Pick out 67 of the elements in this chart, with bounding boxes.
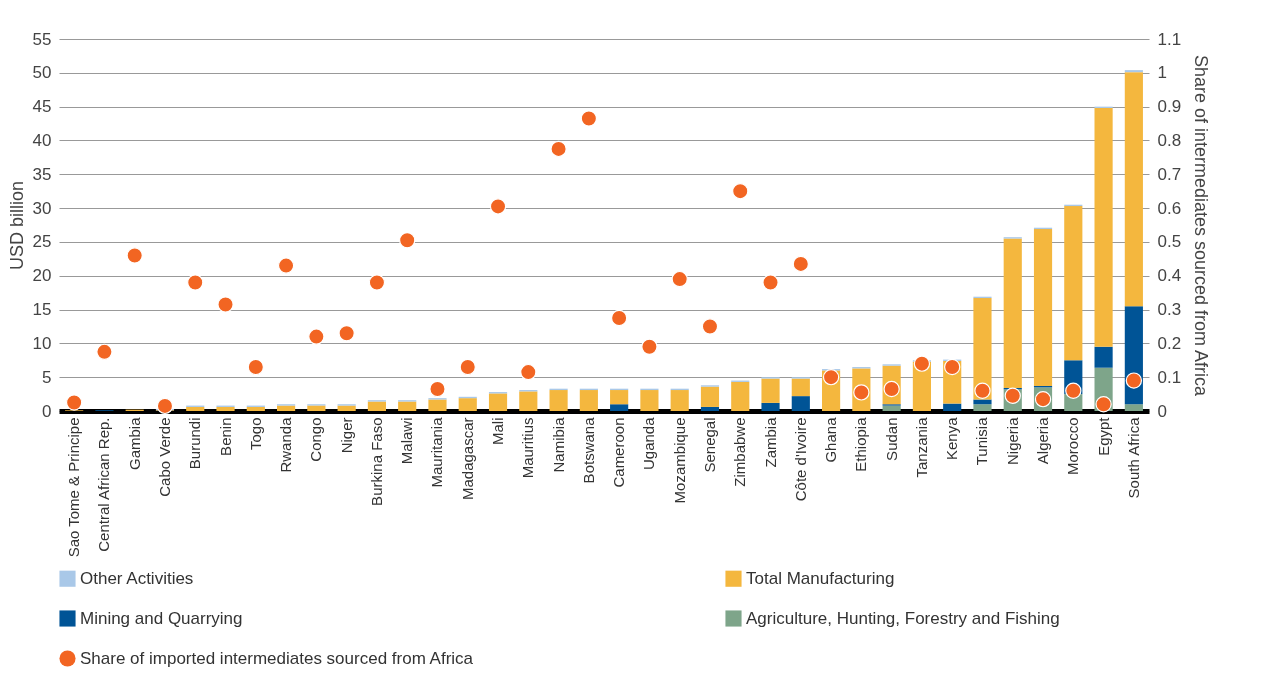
x-tick-label: Mali: [489, 417, 507, 446]
x-tick-label: South Africa: [1124, 416, 1142, 499]
x-tick-label: Algeria: [1034, 416, 1052, 465]
x-tick-label: Nigeria: [1003, 416, 1021, 466]
x-tick-label: Namibia: [549, 416, 567, 473]
x-tick-label: Senegal: [700, 417, 718, 473]
x-tick-label: Niger: [337, 417, 355, 454]
y-tick-label: 15: [32, 300, 52, 320]
y2-tick-label: 0.7: [1157, 164, 1182, 184]
y2-tick-label: 0: [1157, 401, 1167, 421]
x-tick-label: Tanzania: [912, 416, 930, 478]
x-tick-label: Mauritius: [519, 417, 537, 479]
y2-tick-label: 0.3: [1157, 300, 1182, 320]
y2-tick-label: 1: [1157, 63, 1167, 83]
x-tick-label: Benin: [216, 417, 234, 456]
x-tick-label: Ghana: [822, 416, 840, 463]
legend-label: Other Activities: [80, 568, 194, 588]
x-tick-label: Zambia: [761, 416, 779, 468]
x-tick-label: Malawi: [398, 417, 416, 465]
x-tick-label: Mozambique: [670, 417, 688, 504]
x-tick-label: Zimbabwe: [731, 417, 749, 487]
x-tick-label: Tunisia: [973, 416, 991, 466]
x-tick-label: Cabo Verde: [155, 417, 173, 497]
x-tick-label: Madagascar: [458, 417, 476, 501]
y2-tick-label: 0.2: [1157, 333, 1182, 353]
x-tick-label: Egypt: [1094, 416, 1112, 456]
x-tick-label: Gambia: [125, 416, 143, 471]
y2-tick-label: 0.8: [1157, 130, 1182, 150]
y-tick-label: 5: [42, 367, 52, 387]
x-tick-label: Botswana: [579, 416, 597, 484]
y-tick-label: 0: [42, 401, 52, 421]
legend-label: Total Manufacturing: [746, 568, 895, 588]
x-tick-label: Sudan: [882, 417, 900, 461]
y-tick-label: 10: [32, 333, 52, 353]
y2-axis-title: Share of intermediates sourced from Africa: [1191, 54, 1212, 398]
y-tick-label: 20: [32, 266, 52, 286]
x-tick-label: Burkina Faso: [367, 417, 385, 506]
x-tick-label: Morocco: [1064, 417, 1082, 476]
y-tick-label: 55: [32, 29, 52, 49]
y2-tick-label: 0.1: [1157, 367, 1182, 387]
x-tick-label: Kenya: [943, 416, 961, 461]
x-tick-label: Togo: [246, 417, 264, 451]
y-tick-label: 45: [32, 97, 52, 117]
y-axis-title: USD billion: [6, 180, 27, 271]
x-tick-label: Ethiopia: [852, 416, 870, 472]
y-tick-label: 35: [32, 164, 52, 184]
x-tick-label: Congo: [307, 417, 325, 462]
x-tick-label: Mauritania: [428, 416, 446, 488]
x-tick-label: Central African Rep.: [95, 417, 113, 552]
y2-tick-label: 1.1: [1157, 29, 1182, 49]
x-tick-label: Sao Tome & Principe: [65, 417, 83, 558]
legend-label: Mining and Quarrying: [80, 608, 243, 628]
x-tick-label: Burundi: [186, 417, 204, 470]
y-tick-label: 40: [32, 130, 52, 150]
y-tick-label: 25: [32, 232, 52, 252]
legend-label: Share of imported intermediates sourced from Africa: [80, 648, 474, 668]
x-tick-label: Rwanda: [277, 416, 295, 473]
y-tick-label: 30: [32, 198, 52, 218]
y2-tick-label: 0.4: [1157, 266, 1182, 286]
x-tick-label: Côte d'Ivoire: [791, 417, 809, 502]
y2-tick-label: 0.6: [1157, 198, 1182, 218]
legend-label: Agriculture, Hunting, Forestry and Fishing: [746, 608, 1060, 628]
x-tick-label: Uganda: [640, 416, 658, 471]
y-tick-label: 50: [32, 63, 52, 83]
y2-tick-label: 0.9: [1157, 97, 1182, 117]
x-tick-label: Cameroon: [610, 417, 628, 488]
y2-tick-label: 0.5: [1157, 232, 1182, 252]
